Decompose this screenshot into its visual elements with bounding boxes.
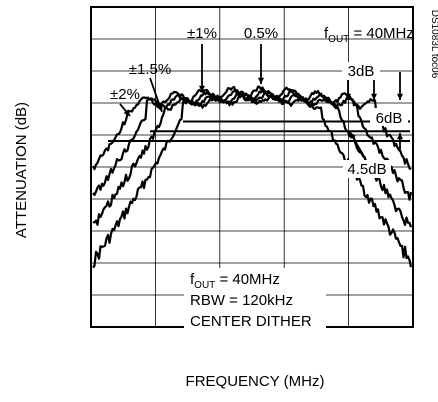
traces <box>92 85 413 269</box>
ref-label-6db: 6dB <box>376 110 403 127</box>
ref-label-4p5db: 4.5dB <box>347 161 386 178</box>
arrow-2pct-head <box>123 109 130 116</box>
trace-±1% <box>92 90 413 228</box>
arrow-6db-lower-head <box>396 133 404 140</box>
arrow-3db-b-head <box>370 93 378 100</box>
rbw-label: RBW = 120kHz <box>190 292 293 309</box>
arrow-1p5pct-head <box>157 105 163 112</box>
ref-label-3db: 3dB <box>348 63 375 80</box>
fout-label-top: fOUT = 40MHz <box>324 25 414 45</box>
trace-±2% <box>92 85 412 171</box>
arrow-4p5db-head <box>350 132 356 139</box>
y-axis-label: ATTENUATION (dB) <box>13 102 30 238</box>
x-axis-label: FREQUENCY (MHz) <box>186 373 325 390</box>
mode-label: CENTER DITHER <box>190 313 312 330</box>
figure-id: DS1083L toc06 <box>429 10 438 79</box>
arrow-3db-c-head <box>396 93 404 100</box>
series-label-1p5pct: ±1.5% <box>129 61 171 78</box>
arrow-0p5pct-head <box>257 77 265 84</box>
fout-label-box: fOUT = 40MHz <box>190 271 280 291</box>
conditions-box-bg <box>184 268 326 332</box>
plot-area: ±1% 0.5% ±1.5% ±2% fOUT = 40MHz 3dB 6dB … <box>90 6 414 332</box>
series-label-0p5pct: 0.5% <box>244 25 278 42</box>
series-label-1pct: ±1% <box>187 25 217 42</box>
trace-±1.5% <box>92 89 413 201</box>
series-label-2pct: ±2% <box>110 86 140 103</box>
arrow-3db-a-head <box>344 93 352 100</box>
arrow-1pct-head <box>198 85 206 92</box>
